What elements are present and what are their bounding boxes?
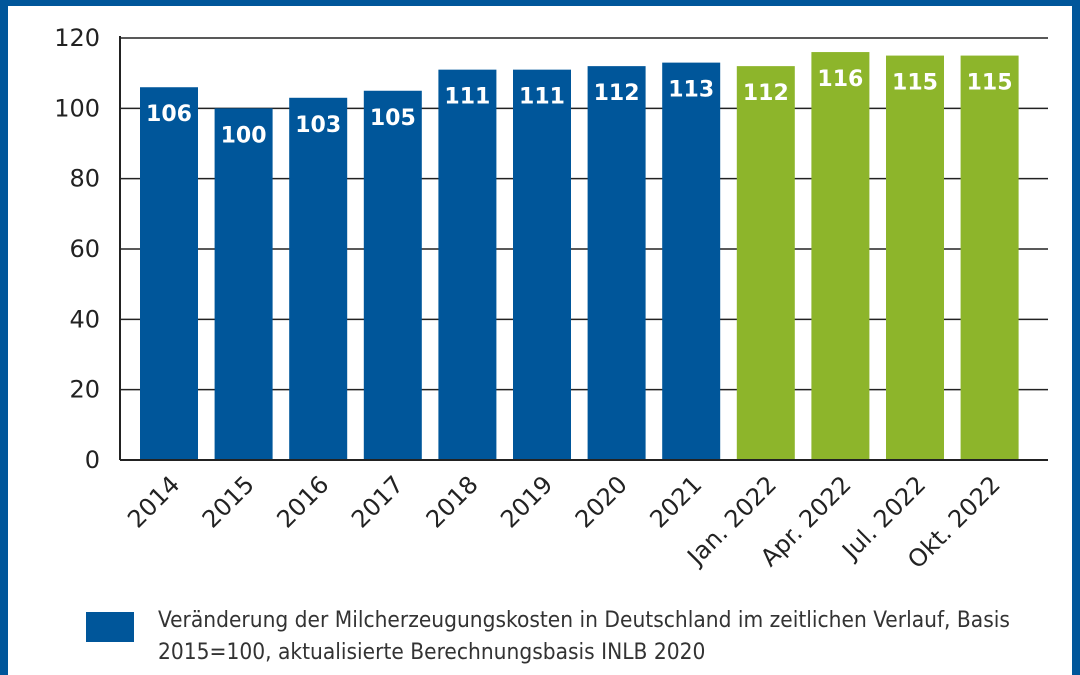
data-label: 111	[444, 85, 490, 110]
data-label: 112	[743, 81, 789, 106]
x-tick-label: 2018	[421, 470, 484, 533]
bar	[811, 52, 870, 461]
bar	[736, 66, 795, 460]
data-label: 115	[892, 71, 938, 96]
x-tick-label: 2019	[495, 470, 558, 533]
x-tick-label: 2015	[197, 470, 260, 533]
bar	[662, 62, 721, 460]
y-tick-label: 100	[54, 94, 100, 122]
legend-swatch	[86, 612, 134, 642]
data-label: 113	[668, 78, 714, 103]
bar-chart: 106 100 103 105 111 111 112 113 112 116 115 115 0 20…	[54, 24, 1048, 574]
bar	[140, 87, 198, 460]
data-label: 103	[295, 113, 341, 138]
bar	[363, 90, 422, 460]
y-tick-label: 20	[69, 376, 100, 404]
data-label: 100	[221, 123, 267, 148]
y-tick-label: 120	[54, 24, 100, 52]
x-tick-label: 2021	[644, 470, 707, 533]
y-tick-label: 80	[69, 165, 100, 193]
bar	[587, 66, 646, 460]
y-tick-label: 40	[69, 305, 100, 333]
x-tick-label: 2020	[570, 470, 633, 533]
data-label: 105	[370, 106, 416, 131]
bar	[960, 55, 1019, 460]
data-label: 111	[519, 85, 565, 110]
x-tick-label: 2016	[271, 470, 334, 533]
x-tick-label: 2017	[346, 470, 409, 533]
bar	[289, 97, 348, 461]
bar	[513, 69, 571, 461]
data-label: 106	[146, 102, 192, 127]
bars	[140, 52, 1019, 461]
data-label: 115	[967, 71, 1013, 96]
bar	[438, 69, 497, 461]
data-labels: 106 100 103 105 111 111 112 113 112 116 115 115	[146, 67, 1013, 148]
x-tick-label: 2014	[122, 470, 185, 533]
y-tick-label: 0	[85, 446, 100, 474]
data-label: 112	[594, 81, 640, 106]
bar	[214, 108, 273, 460]
data-label: 116	[817, 67, 863, 92]
legend-label: Veränderung der Milcherzeugungskosten in…	[158, 607, 1010, 665]
axes	[119, 36, 1048, 461]
grid-lines	[120, 37, 1048, 391]
y-tick-labels: 0 20 40 60 80 100 120	[54, 24, 100, 474]
y-tick-label: 60	[69, 235, 100, 263]
bar	[886, 55, 944, 460]
